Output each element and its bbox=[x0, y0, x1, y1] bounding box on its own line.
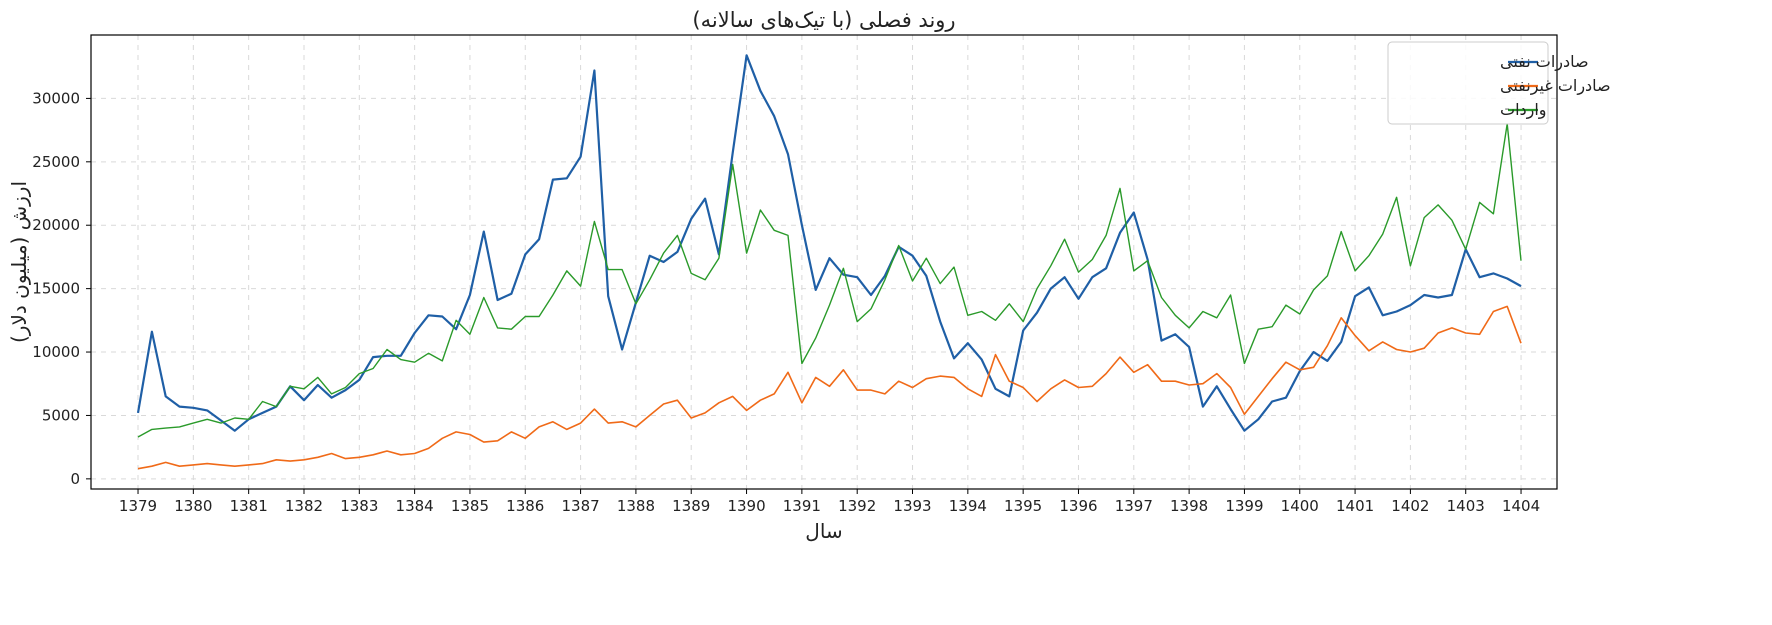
legend: صادرات نفتی صادرات غیرنفتی واردات bbox=[1387, 41, 1611, 125]
x-tick-label: 1393 bbox=[893, 497, 931, 515]
x-tick-label: 1379 bbox=[119, 497, 157, 515]
x-tick-label: 1400 bbox=[1281, 497, 1319, 515]
y-tick-label: 30000 bbox=[32, 89, 80, 107]
y-tick-label: 25000 bbox=[32, 153, 80, 171]
x-tick-label: 1401 bbox=[1336, 497, 1374, 515]
legend-label: واردات bbox=[1500, 100, 1547, 120]
y-tick-label: 20000 bbox=[32, 216, 80, 234]
plot-frame bbox=[90, 34, 1558, 490]
x-tick-label: 1402 bbox=[1391, 497, 1429, 515]
y-axis-label: ارزش (میلیون دلار) bbox=[7, 181, 31, 343]
x-tick-label: 1392 bbox=[838, 497, 876, 515]
x-tick-label: 1386 bbox=[506, 497, 544, 515]
x-tick-label: 1403 bbox=[1447, 497, 1485, 515]
x-tick-label: 1390 bbox=[727, 497, 765, 515]
series-line-1 bbox=[136, 54, 1522, 432]
series-line-3 bbox=[137, 123, 1522, 438]
x-tick-label: 1391 bbox=[783, 497, 821, 515]
x-axis: 1379 1380 1381 1382 1383 1384 1385 1386 1387 1388… bbox=[119, 489, 1540, 515]
legend-label: صادرات غیرنفتی bbox=[1500, 76, 1611, 96]
x-tick-label: 1404 bbox=[1502, 497, 1540, 515]
x-tick-label: 1387 bbox=[561, 497, 599, 515]
y-tick-label: 5000 bbox=[42, 406, 80, 424]
y-tick-label: 15000 bbox=[32, 280, 80, 298]
x-tick-label: 1380 bbox=[174, 497, 212, 515]
chart-title: روند فصلی (با تیک‌های سالانه) bbox=[692, 8, 955, 32]
x-tick-label: 1389 bbox=[672, 497, 710, 515]
x-tick-label: 1381 bbox=[230, 497, 268, 515]
x-axis-label: سال bbox=[805, 519, 842, 543]
y-tick-label: 0 bbox=[70, 470, 80, 488]
x-tick-label: 1398 bbox=[1170, 497, 1208, 515]
y-tick-label: 10000 bbox=[32, 343, 80, 361]
x-tick-label: 1394 bbox=[949, 497, 987, 515]
series-layer bbox=[136, 54, 1522, 470]
x-tick-label: 1382 bbox=[285, 497, 323, 515]
x-tick-label: 1384 bbox=[396, 497, 434, 515]
x-tick-label: 1383 bbox=[340, 497, 378, 515]
series-line-2 bbox=[137, 305, 1522, 470]
x-tick-label: 1385 bbox=[451, 497, 489, 515]
x-tick-label: 1396 bbox=[1059, 497, 1097, 515]
grid bbox=[91, 35, 1557, 489]
y-axis: 0 5000 10000 15000 20000 25000 30000 bbox=[32, 89, 91, 488]
x-tick-label: 1388 bbox=[617, 497, 655, 515]
legend-label: صادرات نفتی bbox=[1500, 52, 1589, 72]
x-tick-label: 1399 bbox=[1225, 497, 1263, 515]
x-tick-label: 1397 bbox=[1115, 497, 1153, 515]
x-tick-label: 1395 bbox=[1004, 497, 1042, 515]
